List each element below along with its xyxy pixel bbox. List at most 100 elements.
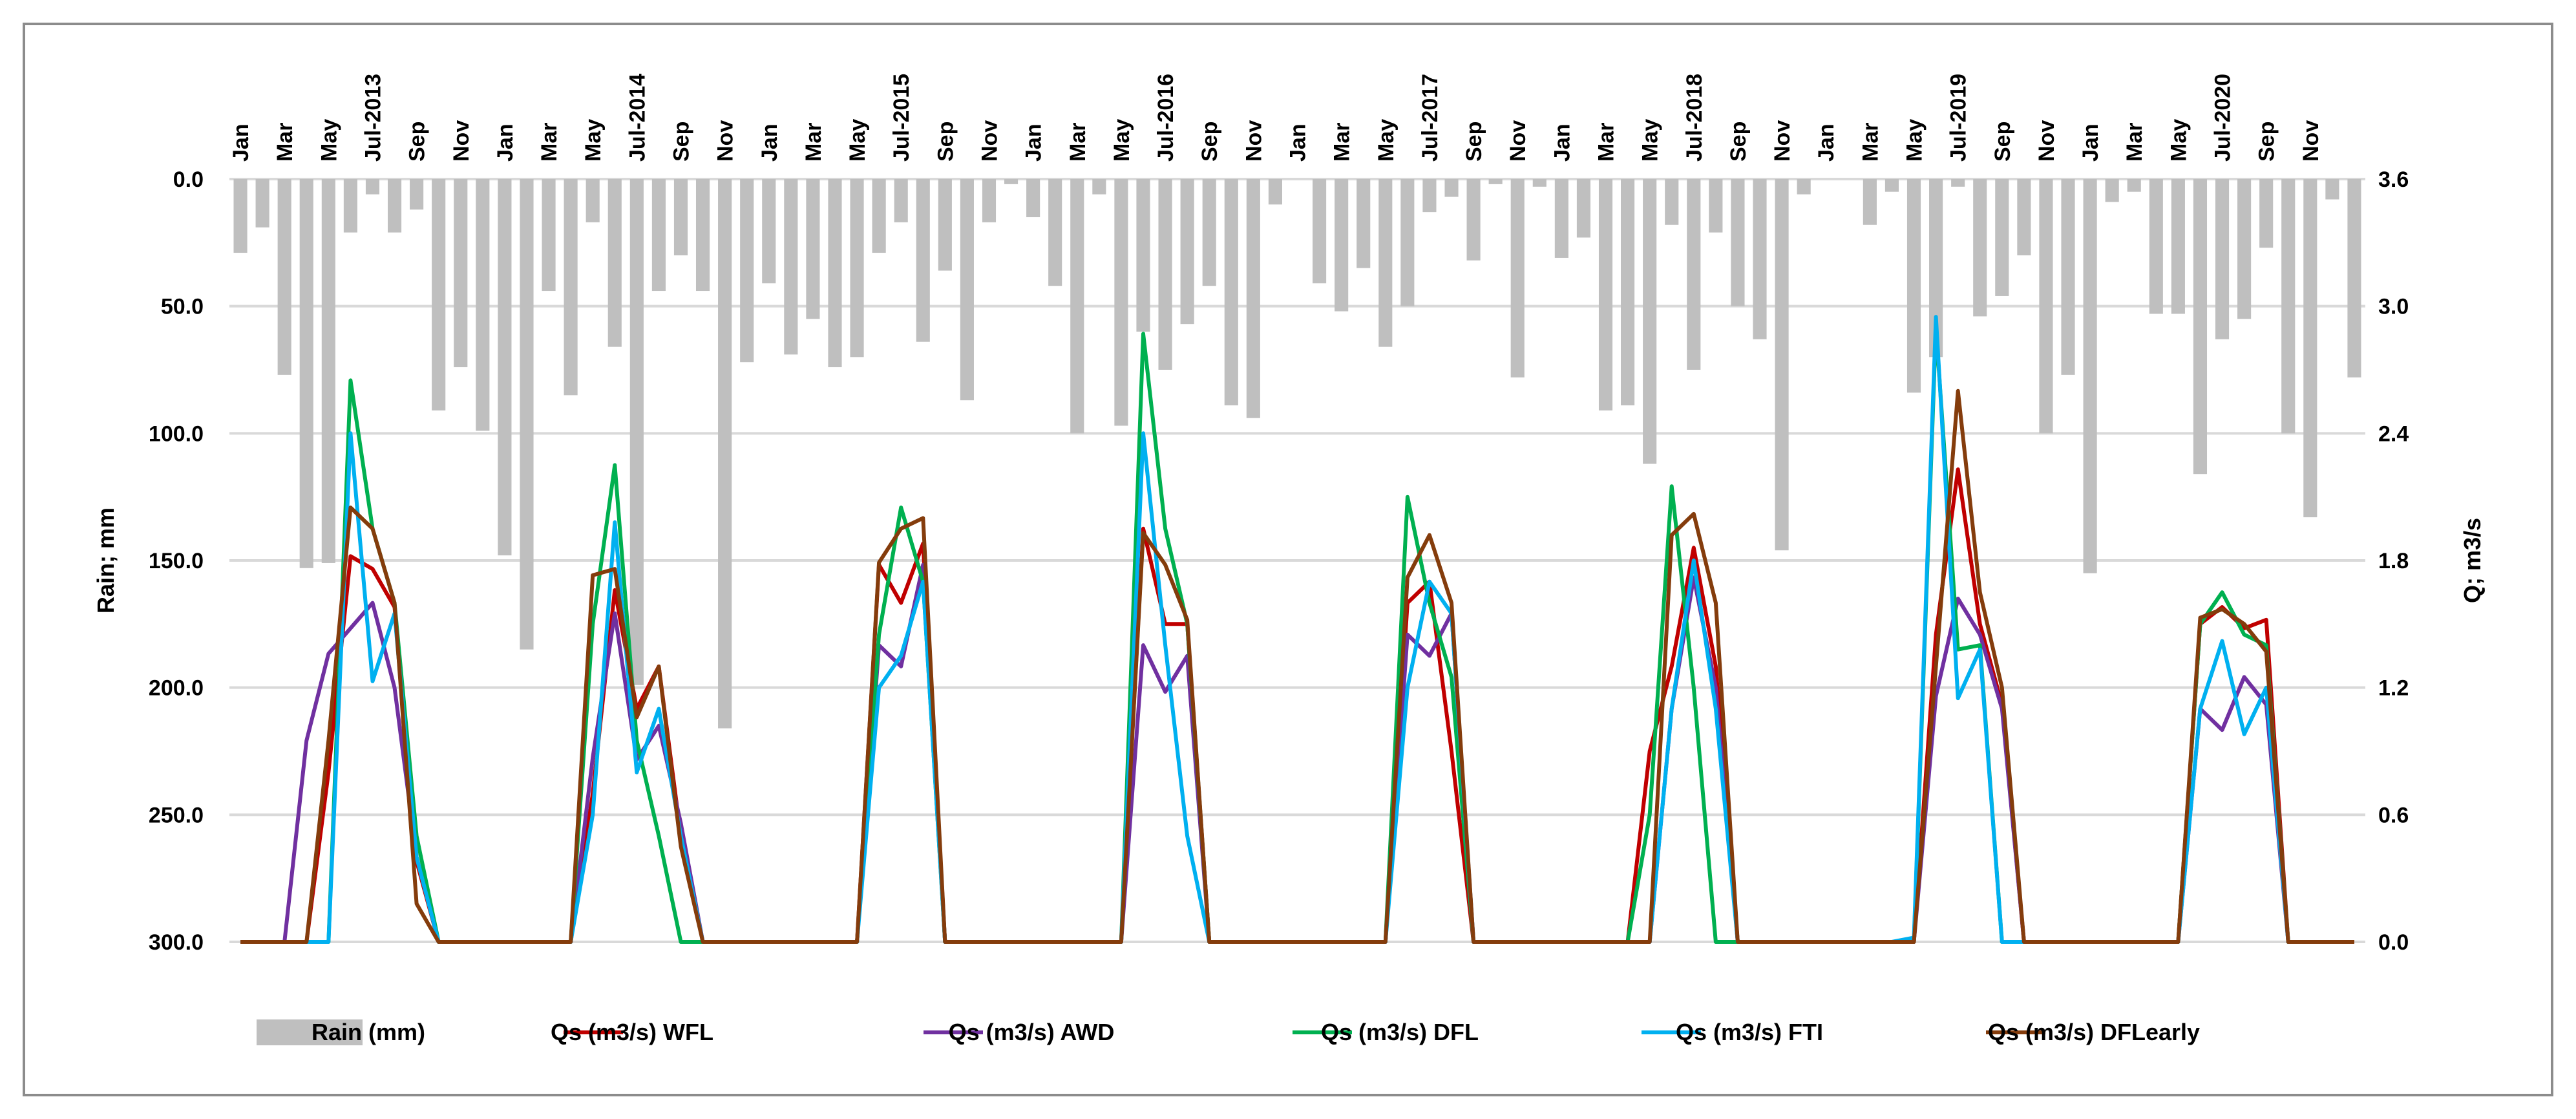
month-tick-label: Nov <box>978 120 1002 162</box>
month-tick-label: Jul-2017 <box>1418 74 1442 162</box>
rain-bar <box>1576 179 1591 238</box>
month-tick-label: Sep <box>1198 122 1222 162</box>
rain-bar <box>476 179 490 431</box>
rain-bar <box>432 179 446 410</box>
month-tick-label: Jan <box>1022 123 1046 162</box>
month-tick-label: Jan <box>1286 123 1311 162</box>
month-tick-label: May <box>1110 119 1134 162</box>
month-tick-label: Sep <box>2255 122 2279 162</box>
rain-bar <box>255 179 269 228</box>
rain-bar <box>1092 179 1106 195</box>
month-tick-label: Nov <box>713 120 738 162</box>
legend-rain-label: Rain (mm) <box>311 1019 425 1045</box>
left-tick-label: 0.0 <box>173 167 204 192</box>
rain-bar <box>2149 179 2163 314</box>
legend-dflearly-label: Qs (m3/s) DFLearly <box>1988 1019 2200 1045</box>
month-tick-label: Jul-2019 <box>1947 74 1971 162</box>
month-tick-label: Jul-2016 <box>1154 74 1178 162</box>
rain-bar <box>1335 179 1349 312</box>
rain-bar <box>2083 179 2097 573</box>
rain-bar <box>1268 179 1282 205</box>
rain-bar <box>1929 179 1943 357</box>
rain-bar <box>410 179 424 210</box>
rain-bar <box>542 179 556 292</box>
rain-bar <box>343 179 357 233</box>
rain-bar <box>1444 179 1459 197</box>
rain-bar <box>828 179 842 368</box>
right-tick-label: 0.0 <box>2378 930 2409 955</box>
right-tick-label: 2.4 <box>2378 421 2409 446</box>
legend-awd-label: Qs (m3/s) AWD <box>949 1019 1115 1045</box>
rain-bar <box>718 179 732 729</box>
month-tick-label: Sep <box>405 122 430 162</box>
rain-bar <box>872 179 886 253</box>
series-line-1 <box>240 467 2354 944</box>
month-tick-label: Nov <box>2034 120 2059 162</box>
rain-bar <box>1158 179 1172 370</box>
left-tick-label: 150.0 <box>149 549 204 573</box>
rain-bar <box>564 179 578 396</box>
rain-bar <box>1532 179 1547 187</box>
rain-bar <box>2039 179 2053 434</box>
rain-bar <box>387 179 402 233</box>
month-tick-label: Jan <box>1550 123 1574 162</box>
left-axis-title: Rain; mm <box>92 507 119 613</box>
rain-bar <box>960 179 974 401</box>
rain-bar <box>520 179 534 650</box>
right-tick-label: 1.8 <box>2378 549 2409 573</box>
month-tick-label: Mar <box>1858 123 1883 162</box>
rain-bar <box>1687 179 1701 370</box>
rain-bar <box>740 179 754 363</box>
chart-frame: 0.0 50.0 100.0 150.0 200.0 250.0 300.0 0.0 0.6 1.… <box>23 23 2553 1096</box>
series-line-3 <box>240 325 2354 944</box>
legend-dfl-label: Qs (m3/s) DFL <box>1321 1019 1479 1045</box>
rain-bar <box>695 179 710 292</box>
rain-bar <box>1643 179 1657 464</box>
right-axis-title: Q; m3/s <box>2459 518 2486 603</box>
rain-bar <box>2347 179 2361 378</box>
rain-bar <box>1951 179 1965 187</box>
rain-bar <box>2237 179 2252 319</box>
month-tick-label: Sep <box>1726 122 1751 162</box>
rain-bar <box>1048 179 1062 286</box>
series-line-4 <box>240 315 2354 944</box>
rain-bar <box>454 179 468 368</box>
rain-bar <box>299 179 313 568</box>
month-tick-label: Jan <box>229 123 253 162</box>
rain-bar <box>1488 179 1503 184</box>
rain-bar <box>1797 179 1811 195</box>
rain-bar <box>938 179 952 271</box>
month-tick-label: Mar <box>801 123 826 162</box>
month-tick-label: Mar <box>273 123 297 162</box>
rain-bar <box>1070 179 1084 434</box>
month-tick-label: May <box>1638 119 1663 162</box>
rain-bar <box>2193 179 2208 474</box>
month-tick-label: Nov <box>1506 120 1530 162</box>
right-tick-label: 0.6 <box>2378 803 2409 827</box>
month-tick-label: Mar <box>1594 123 1619 162</box>
month-tick-label: Mar <box>1330 123 1355 162</box>
rain-bar <box>1709 179 1723 233</box>
rain-bar <box>1598 179 1613 410</box>
month-tick-label: May <box>1903 119 1927 162</box>
rain-bar <box>277 179 291 375</box>
rain-bar <box>1621 179 1635 406</box>
rain-bar <box>2127 179 2141 192</box>
rain-bar <box>498 179 512 556</box>
month-tick-label: Jul-2014 <box>625 74 649 162</box>
month-tick-label: Jul-2020 <box>2211 74 2235 162</box>
rain-bar <box>916 179 930 342</box>
rain-bar <box>1136 179 1150 332</box>
rain-bar <box>2105 179 2119 202</box>
left-tick-label: 100.0 <box>149 421 204 446</box>
rain-bar <box>2259 179 2274 248</box>
legend-wfl-label: Qs (m3/s) WFL <box>551 1019 713 1045</box>
rain-bar <box>2061 179 2075 375</box>
rain-bar <box>1246 179 1260 418</box>
month-tick-label: Jul-2018 <box>1682 74 1707 162</box>
rain-bar <box>1400 179 1415 306</box>
rain-bar <box>850 179 864 357</box>
right-tick-label: 3.0 <box>2378 295 2409 319</box>
rain-bar <box>1114 179 1128 426</box>
rain-bar <box>1466 179 1481 261</box>
